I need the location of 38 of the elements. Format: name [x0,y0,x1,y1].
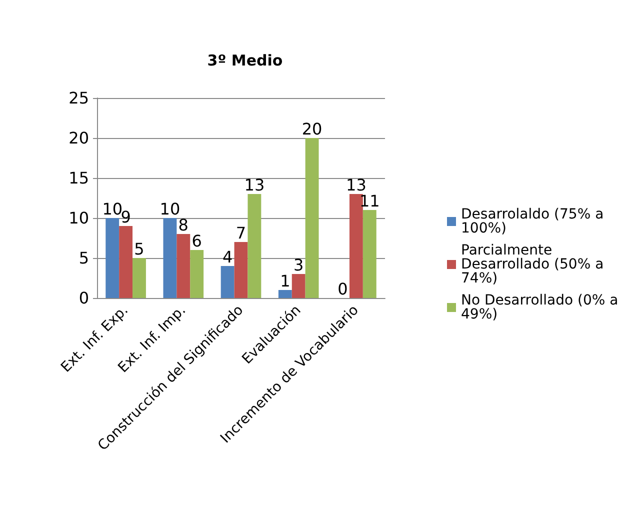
bar [190,250,204,298]
bar [106,218,120,298]
data-label: 9 [120,208,131,226]
data-label: 13 [346,176,366,194]
bar [292,274,306,298]
bar [248,194,262,298]
legend-label: Desarrolaldo (75% a 100%) [461,206,608,236]
y-tick-label: 0 [78,288,89,308]
bar [234,242,248,298]
data-label: 8 [178,216,188,234]
data-label: 4 [222,248,233,266]
legend-label: Parcialmente Desarrollado (50% a 74%) [461,242,608,286]
data-label: 10 [102,200,123,218]
data-label: 3 [294,256,304,274]
y-tick-label: 5 [78,248,89,268]
data-label: 10 [160,200,180,218]
y-tick-label: 15 [68,168,89,188]
data-label: 20 [302,120,322,138]
data-label: 13 [244,176,265,194]
bar [132,258,146,298]
data-label: 7 [236,224,246,242]
y-tick-label: 20 [68,128,89,148]
data-label: 5 [134,240,144,258]
data-label: 1 [280,272,290,290]
bar [119,226,133,298]
data-label: 6 [192,232,202,250]
bar [220,266,234,298]
bar [349,194,363,298]
bar [362,210,376,298]
y-tick-label: 10 [68,208,89,228]
bar [176,234,190,298]
bar [278,290,292,298]
chart-title: 3º Medio [207,52,283,70]
bar [163,218,177,298]
legend-label: No Desarrollado (0% a 49%) [461,292,623,322]
data-label: 0 [338,280,348,298]
y-tick-label: 25 [68,88,89,108]
bar [305,138,319,298]
